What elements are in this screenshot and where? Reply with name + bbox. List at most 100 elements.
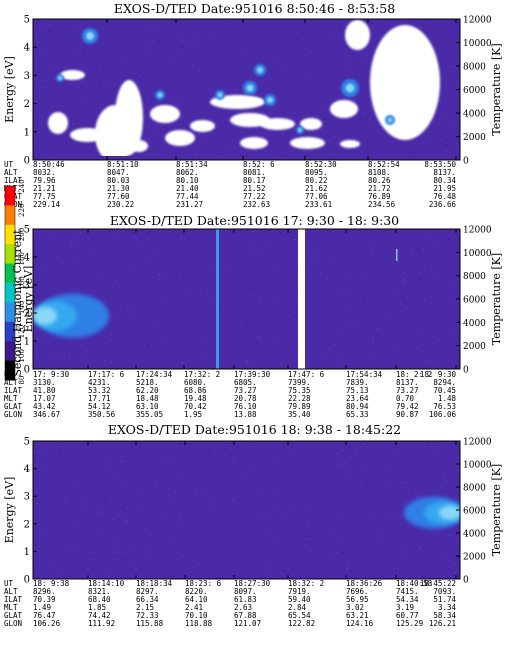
orbit-value: 17:54:34 xyxy=(346,370,383,379)
y-tick-label: 4 xyxy=(24,253,30,264)
orbit-value: 8:51:34 xyxy=(176,160,208,169)
orbit-row-label: ALT xyxy=(4,378,18,387)
panel-title: EXOS-D/TED Date:951016 18: 9:38 - 18:45:… xyxy=(108,422,401,437)
y2-axis-label: Temperature [K] xyxy=(490,253,503,345)
colorbar-tick-label: 120 xyxy=(18,325,26,338)
orbit-value: 5218. xyxy=(136,378,159,387)
orbit-value: 73.27 xyxy=(396,386,419,395)
orbit-value: 118.88 xyxy=(185,619,213,628)
orbit-value: 18:36:26 xyxy=(346,579,383,588)
orbit-value: 6080. xyxy=(184,378,207,387)
orbit-value: 232.63 xyxy=(243,200,270,209)
orbit-value: 59.40 xyxy=(288,595,311,604)
orbit-value: 8294. xyxy=(433,378,456,387)
orbit-row-label: GLAT xyxy=(4,611,23,620)
panel-2: EXOS-D/TED Date:951016 17: 9:30 - 18: 9:… xyxy=(4,213,503,419)
colorbar-tick-label: 80 xyxy=(18,376,26,385)
orbit-value: 121.07 xyxy=(234,619,261,628)
orbit-value: 79.42 xyxy=(396,402,419,411)
orbit-value: 80.34 xyxy=(433,176,456,185)
orbit-value: 3.02 xyxy=(346,603,364,612)
orbit-value: 21.95 xyxy=(433,184,456,193)
orbit-value: 66.34 xyxy=(136,595,159,604)
y2-tick-label: 2000 xyxy=(463,342,486,352)
orbit-value: 18:32: 2 xyxy=(288,579,324,588)
orbit-value: 3.19 xyxy=(396,603,414,612)
orbit-value: 58.34 xyxy=(433,611,456,620)
orbit-value: 122.82 xyxy=(288,619,315,628)
orbit-value: 2.84 xyxy=(288,603,307,612)
orbit-value: 21.21 xyxy=(33,184,56,193)
orbit-value: 63.21 xyxy=(346,611,369,620)
orbit-value: 75.13 xyxy=(346,386,369,395)
orbit-value: 79.89 xyxy=(288,402,311,411)
orbit-value: 13.88 xyxy=(234,410,257,419)
y-tick-label: 5 xyxy=(24,225,30,236)
orbit-row-label: ALT xyxy=(4,587,18,596)
orbit-value: 7399. xyxy=(288,378,311,387)
y2-tick-label: 8000 xyxy=(463,272,486,282)
orbit-value: 18:23: 6 xyxy=(185,579,222,588)
colorbar-swatch xyxy=(5,244,15,265)
orbit-row-label: ILAT xyxy=(4,595,23,604)
orbit-value: 65.54 xyxy=(288,611,311,620)
y2-tick-label: 8000 xyxy=(463,63,486,73)
orbit-value: 106.26 xyxy=(33,619,61,628)
orbit-value: 73.27 xyxy=(234,386,257,395)
orbit-value: 21.30 xyxy=(107,184,130,193)
colorbar-tick-label: 240 xyxy=(18,179,26,192)
orbit-value: 17:17: 6 xyxy=(88,370,125,379)
orbit-value: 51.74 xyxy=(433,595,456,604)
orbit-row-label: MLT xyxy=(4,394,18,403)
orbit-value: 3130. xyxy=(33,378,56,387)
orbit-value: 80.94 xyxy=(346,402,369,411)
orbit-value: 70.42 xyxy=(184,402,207,411)
orbit-value: 4231. xyxy=(88,378,111,387)
y2-tick-label: 6000 xyxy=(463,507,486,517)
colorbar-swatch xyxy=(5,321,15,342)
orbit-value: 8097. xyxy=(234,587,257,596)
orbit-value: 126.21 xyxy=(429,619,456,628)
orbit-value: 67.88 xyxy=(234,611,257,620)
y2-tick-label: 12000 xyxy=(463,226,492,236)
orbit-value: 8:52: 6 xyxy=(243,160,275,169)
y2-tick-label: 12000 xyxy=(463,438,492,448)
orbit-value: 54.12 xyxy=(88,402,111,411)
y2-axis-label: Temperature [K] xyxy=(490,464,503,556)
y-tick-label: 2 xyxy=(24,99,30,110)
orbit-value: 17.07 xyxy=(33,394,56,403)
orbit-row-label: UT xyxy=(4,579,14,588)
orbit-value: 7696. xyxy=(346,587,369,596)
orbit-value: 17: 9:30 xyxy=(33,370,70,379)
spectrogram-image xyxy=(33,229,460,369)
orbit-value: 106.06 xyxy=(429,410,457,419)
y2-tick-label: 2000 xyxy=(463,133,486,143)
orbit-value: 115.88 xyxy=(136,619,164,628)
orbit-value: 7415. xyxy=(396,587,419,596)
y2-tick-label: 10000 xyxy=(463,39,492,49)
orbit-value: 18.48 xyxy=(136,394,159,403)
y2-axis-label: Temperature [K] xyxy=(490,43,503,135)
y2-tick-label: 8000 xyxy=(463,484,486,494)
orbit-value: 75.35 xyxy=(288,386,311,395)
y2-tick-label: 4000 xyxy=(463,319,486,329)
orbit-value: 8032. xyxy=(33,168,56,177)
spectrogram-image xyxy=(33,441,460,579)
orbit-value: 18: 9:30 xyxy=(420,370,457,379)
orbit-value: 8081. xyxy=(243,168,266,177)
orbit-value: 8220. xyxy=(185,587,208,596)
y-tick-label: 2 xyxy=(24,519,30,530)
orbit-value: 77.06 xyxy=(305,192,328,201)
y-tick-label: 4 xyxy=(24,464,30,475)
orbit-value: 17:24:34 xyxy=(136,370,173,379)
orbit-value: 231.27 xyxy=(176,200,203,209)
y-tick-label: 5 xyxy=(24,437,30,448)
y-tick-label: 0 xyxy=(24,365,30,376)
y-tick-label: 1 xyxy=(24,127,30,138)
orbit-row-label: UT xyxy=(4,160,14,169)
y-tick-label: 5 xyxy=(24,15,30,26)
y2-tick-label: 6000 xyxy=(463,86,486,96)
y-tick-label: 0 xyxy=(24,575,30,586)
orbit-value: 6805. xyxy=(234,378,257,387)
orbit-value: 17.71 xyxy=(88,394,111,403)
